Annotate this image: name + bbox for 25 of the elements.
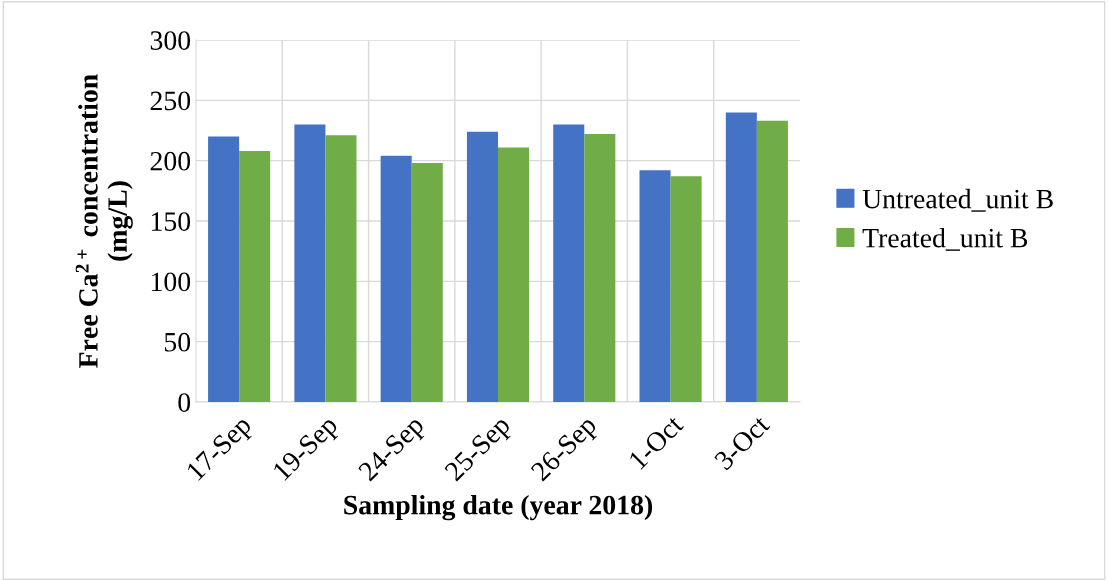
x-axis-title: Sampling date (year 2018) <box>344 494 653 521</box>
y-tick-label: 200 <box>150 151 191 171</box>
y-tick-label: 50 <box>164 332 191 352</box>
y-tick-label: 250 <box>150 91 191 111</box>
bar <box>756 120 788 402</box>
bar <box>325 135 357 402</box>
y-tick-label: 100 <box>151 272 191 292</box>
bar <box>639 170 671 402</box>
bar <box>670 176 702 402</box>
bar <box>239 151 271 402</box>
legend-label: Untreated_unit B <box>862 188 1053 212</box>
bar <box>584 134 616 402</box>
y-tick-label: 0 <box>178 393 191 412</box>
bar <box>380 155 412 402</box>
bar <box>466 131 498 402</box>
bar <box>294 124 326 402</box>
legend-label: Treated_unit B <box>862 227 1028 251</box>
bar <box>498 147 530 402</box>
bar <box>411 163 443 402</box>
y-axis-title: Free Ca$^{2+}$ concentration (mg/L) <box>75 74 133 368</box>
bar <box>553 124 585 402</box>
bar <box>208 136 240 402</box>
y-tick-label: 150 <box>151 212 191 231</box>
y-tick-label: 300 <box>150 31 191 50</box>
bar <box>725 112 757 402</box>
